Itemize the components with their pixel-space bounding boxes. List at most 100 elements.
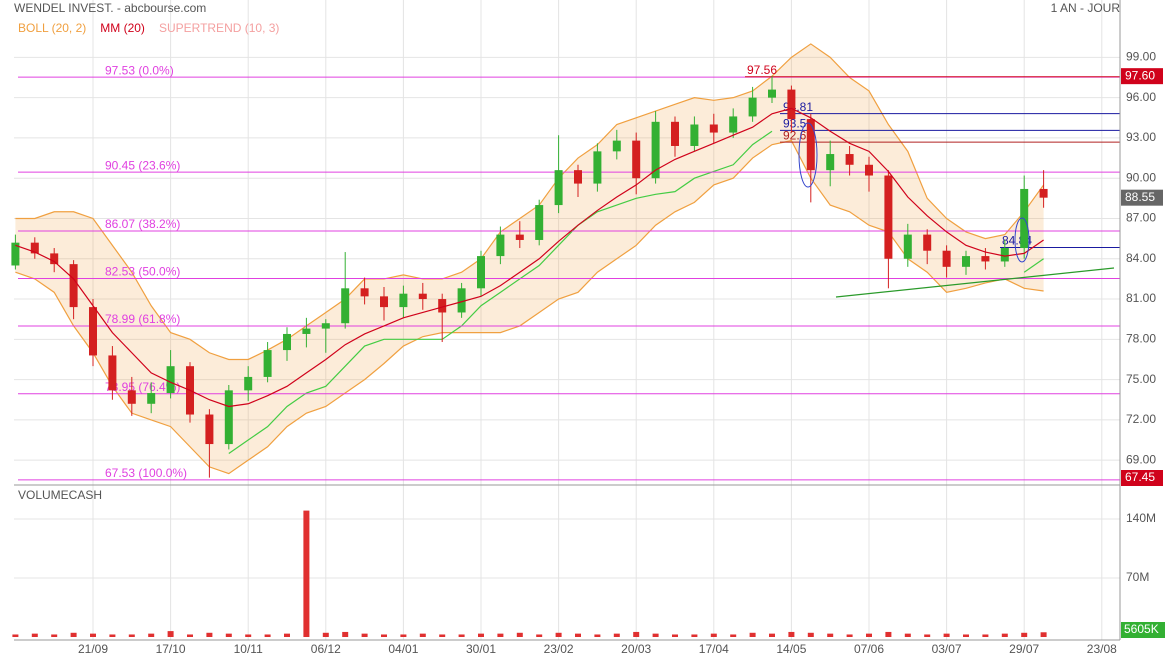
candle-body [729,116,738,133]
x-tick-label: 23/08 [1087,642,1117,656]
plot: 97.53 (0.0%) 90.45 (23.6%) 86.07 (38.2%) 82… [11,43,1120,637]
volume-bar [478,633,484,637]
candle-body [535,205,544,240]
volume-bar [90,633,96,637]
y-tick-label: 84.00 [1126,251,1156,265]
x-tick-label: 29/07 [1009,642,1039,656]
volume-bar [206,632,213,637]
fib-label: 90.45 (23.6%) [105,158,180,172]
candle-body [418,293,427,300]
bollinger-lower [15,139,1044,475]
moving-average [15,107,1044,408]
volume-bar [303,510,310,637]
candle-body [89,307,97,356]
candle-body [1000,248,1009,262]
volume-bar [885,631,892,637]
volume-bar [70,632,77,637]
level-label: 93.56 [783,117,813,131]
volume-bar [710,633,717,637]
volume-bar [613,633,620,637]
volume-tick-label: 70M [1126,570,1149,584]
candle-body [884,175,893,259]
highlight-ellipse [1014,217,1030,263]
supertrend-line [228,130,1044,454]
y-tick-label: 69.00 [1126,452,1156,466]
candle-body [612,140,621,152]
volume-bar [51,634,58,637]
y-tick-label: 93.00 [1126,130,1156,144]
volume-bar [536,634,543,637]
trend-line [835,267,1115,298]
volume-bar [633,631,640,637]
volume-bar [788,631,795,637]
volume-bar [148,633,155,637]
price-label: 67.45 [1125,470,1155,484]
volume-bar [342,631,349,637]
candle-body [806,119,815,171]
x-tick-label: 03/07 [932,642,962,656]
volume-bar [245,634,252,637]
volume-bar [827,633,834,637]
x-tick-label: 30/01 [466,642,496,656]
candle-body [768,89,776,98]
x-tick-label: 04/01 [388,642,418,656]
bollinger-fill [15,43,1044,474]
candle-body [457,288,466,313]
volume-bar [381,634,387,637]
legend-entry: SUPERTREND (10, 3) [159,21,279,35]
x-tick-label: 07/06 [854,642,884,656]
fib-label: 73.95 (76.4%) [105,380,180,394]
x-tick-label: 21/09 [78,642,108,656]
candle-body [942,250,951,267]
volume-bar [12,634,19,637]
volume-bar [691,634,698,637]
volume-bar [1040,632,1047,637]
volume-bar [516,632,523,637]
volume-bar [652,633,659,637]
candle-body [709,124,718,133]
y-tick-label: 87.00 [1126,211,1156,225]
candle-body [477,256,485,289]
candle-body [30,242,39,254]
period: 1 AN - JOUR [1051,1,1121,15]
candle-body [671,121,679,146]
volume-bar [575,633,581,637]
y-tick-label: 72.00 [1126,412,1156,426]
volume-bar [846,634,853,637]
volume-bar [555,632,562,637]
y-tick-label: 96.00 [1126,90,1156,104]
level-label: 97.56 [747,63,777,77]
candle-body [244,376,253,391]
volume-bar [904,633,911,637]
candle-body [360,288,369,297]
candle-body [147,393,156,404]
volume-bar [594,634,601,637]
price-label: 97.60 [1125,68,1155,82]
candle-body [981,256,990,262]
chart-title: WENDEL INVEST. - abcbourse.com [14,1,206,15]
volume-bar [167,631,174,637]
candle-body [50,253,59,265]
x-tick-label: 06/12 [311,642,341,656]
x-tick-label: 17/10 [156,642,186,656]
volume-bar [225,633,232,637]
volume-bar [943,633,950,637]
fib-label: 86.07 (38.2%) [105,217,180,231]
volume-bar [769,633,775,637]
bollinger-upper [15,43,1045,361]
volume-bar [807,632,814,637]
candle-body [496,234,505,257]
x-tick-label: 17/04 [699,642,729,656]
candle-body [554,170,563,206]
legend-entry: BOLL (20, 2) [18,21,86,35]
y-tick-label: 99.00 [1126,50,1156,64]
volume-bar [419,633,426,637]
volume-bar [730,634,737,637]
volume-bar [963,634,969,637]
candle-body [224,390,233,445]
volume-bar [322,632,329,637]
candle-body [632,140,641,179]
fib-label: 82.53 (50.0%) [105,265,180,279]
